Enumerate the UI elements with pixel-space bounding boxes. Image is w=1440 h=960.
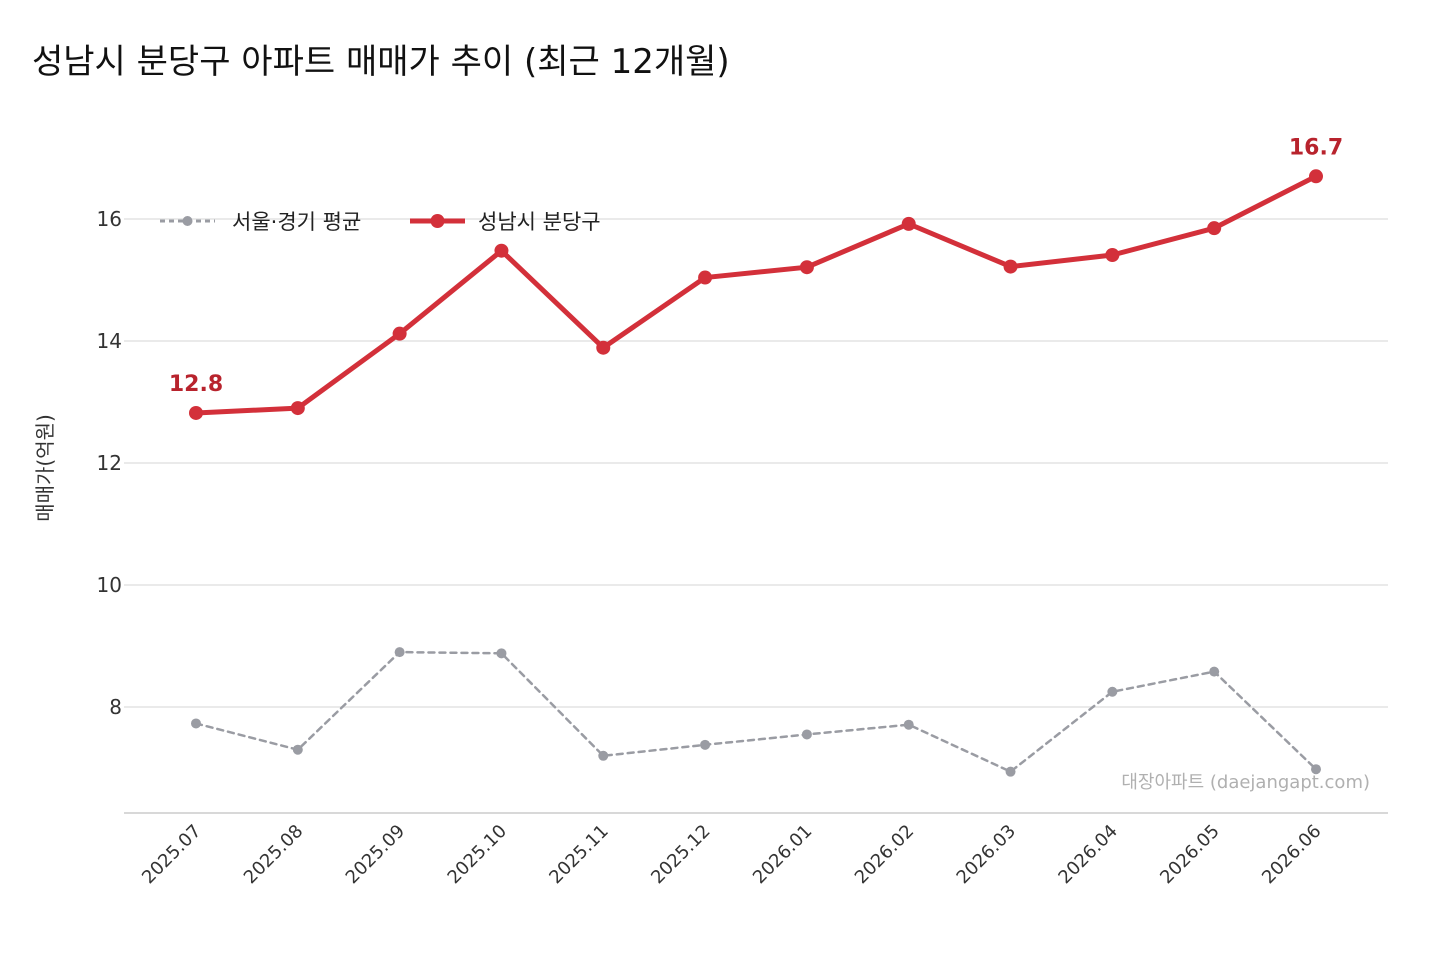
y-tick-label: 10 (97, 573, 122, 597)
data-point (903, 719, 914, 730)
x-tick-label: 2025.07 (138, 821, 205, 888)
data-labels: 12.8 16.7 (169, 135, 1343, 397)
y-axis-label: 매매가(억원) (33, 414, 57, 522)
y-tick-label: 8 (109, 695, 122, 719)
data-point (1107, 686, 1118, 697)
data-label: 12.8 (169, 372, 223, 397)
data-point (496, 648, 507, 659)
data-point (191, 718, 201, 729)
y-tick-labels: 8 10 12 14 16 (97, 207, 122, 719)
data-point (596, 340, 611, 355)
x-tick-label: 2026.04 (1054, 821, 1121, 888)
data-point (1207, 221, 1222, 236)
legend-label: 성남시 분당구 (478, 210, 601, 234)
y-tick-label: 14 (97, 329, 122, 353)
data-label: 16.7 (1289, 135, 1343, 160)
data-point (901, 216, 916, 231)
data-point (392, 326, 407, 341)
data-point (1005, 766, 1016, 777)
legend: 서울·경기 평균 성남시 분당구 (160, 210, 601, 234)
series-lines (189, 169, 1323, 777)
legend-marker (182, 216, 193, 226)
data-point (189, 405, 203, 420)
x-tick-labels: 2025.07 2025.08 2025.09 2025.10 2025.11 2025.… (138, 821, 1325, 888)
x-tick-label: 2025.09 (342, 821, 409, 888)
gridlines (124, 218, 1388, 708)
x-tick-label: 2025.08 (240, 821, 307, 888)
data-point (1003, 259, 1018, 274)
x-tick-label: 2026.01 (749, 821, 816, 888)
x-tick-label: 2026.03 (953, 821, 1020, 888)
data-point (1105, 247, 1120, 262)
data-point (292, 744, 303, 755)
data-point (698, 270, 713, 285)
data-point (801, 729, 812, 740)
series-line (194, 650, 1318, 773)
watermark: 대장아파트 (daejangapt.com) (1121, 772, 1370, 793)
y-tick-label: 12 (97, 451, 122, 475)
legend-label: 서울·경기 평균 (232, 210, 361, 234)
x-tick-label: 2026.02 (851, 821, 918, 888)
x-tick-label: 2026.06 (1258, 821, 1325, 888)
legend-marker (430, 214, 445, 228)
x-tick-label: 2026.05 (1156, 821, 1223, 888)
data-point (1309, 169, 1323, 184)
x-tick-label: 2025.10 (444, 821, 511, 888)
data-point (494, 243, 509, 258)
data-point (1209, 666, 1220, 677)
data-point (799, 260, 814, 275)
x-tick-label: 2025.12 (647, 821, 714, 888)
series-line (193, 173, 1319, 416)
data-point (700, 739, 711, 750)
data-point (290, 401, 305, 416)
x-tick-label: 2025.11 (545, 821, 612, 888)
data-point (394, 647, 405, 658)
data-point (598, 750, 609, 761)
y-tick-label: 16 (97, 207, 122, 231)
chart-title: 성남시 분당구 아파트 매매가 추이 (최근 12개월) (32, 42, 730, 82)
data-point (1311, 764, 1321, 775)
